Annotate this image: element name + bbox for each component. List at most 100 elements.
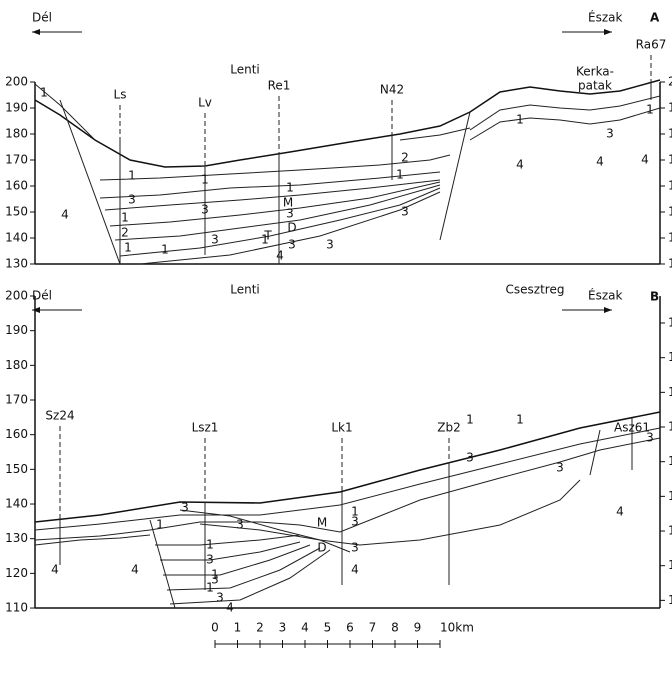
region-name: Csesztreg — [506, 283, 565, 297]
scale-label: 1 — [234, 621, 242, 635]
unit-label: 3 — [606, 127, 614, 141]
arrow-left-head — [32, 29, 40, 35]
y-tick-label: 180 — [668, 127, 672, 141]
unit-label: 1 — [156, 518, 164, 532]
y-tick-label: 160 — [668, 420, 672, 434]
unit-label: 1 — [351, 505, 359, 519]
y-tick-label: 140 — [668, 489, 672, 503]
unit-label: 1 — [124, 241, 132, 255]
well-name: Sz24 — [45, 409, 74, 423]
scale-label: 8 — [391, 621, 399, 635]
direction-right: Észak — [588, 288, 622, 303]
y-tick-label: 120 — [5, 566, 28, 580]
unit-label: 3 — [128, 193, 136, 207]
scale-label: 10km — [440, 621, 474, 635]
stream-name: Kerka- — [576, 65, 614, 79]
y-tick-label: 130 — [5, 257, 28, 271]
unit-label: 3 — [211, 233, 219, 247]
y-tick-label: 110 — [5, 601, 28, 615]
unit-label: 3 — [181, 501, 189, 515]
unit-label: 1 — [516, 413, 524, 427]
y-tick-label: 110 — [668, 593, 672, 607]
scale-label: 3 — [279, 621, 287, 635]
y-tick-label: 200 — [5, 289, 28, 303]
unit-label: 4 — [616, 505, 624, 519]
unit-label: T — [263, 229, 272, 243]
unit-label: 3 — [206, 553, 214, 567]
arrow-right-head — [604, 307, 612, 313]
scale-label: 7 — [369, 621, 377, 635]
unit-label: 1 — [206, 538, 214, 552]
y-tick-label: 140 — [668, 231, 672, 245]
unit-label: M — [317, 516, 327, 530]
unit-label: 1 — [261, 233, 269, 247]
unit-label: 3 — [236, 518, 244, 532]
place-name: Lenti — [230, 63, 260, 77]
unit-label: 3 — [556, 461, 564, 475]
unit-label: 2 — [401, 151, 409, 165]
scale-label: 9 — [414, 621, 422, 635]
unit-label: 3 — [288, 238, 296, 252]
y-tick-label: 150 — [5, 205, 28, 219]
place-name: Lenti — [230, 283, 260, 297]
scale-label: 6 — [346, 621, 354, 635]
y-tick-label: 160 — [5, 179, 28, 193]
unit-label: 1 — [161, 243, 169, 257]
y-tick-label: 130 — [668, 524, 672, 538]
y-tick-label: 150 — [5, 462, 28, 476]
direction-left: Dél — [32, 289, 52, 303]
y-tick-label: 180 — [5, 358, 28, 372]
panel-b-drawing — [34, 296, 661, 609]
unit-label: 1 — [206, 581, 214, 595]
unit-label: 4 — [131, 563, 139, 577]
unit-label: 3 — [211, 573, 219, 587]
panel-a-drawing — [34, 79, 661, 265]
well-name: Ra67 — [636, 38, 667, 52]
y-tick-label: 170 — [668, 385, 672, 399]
y-tick-label: 150 — [668, 205, 672, 219]
y-tick-label: 190 — [5, 101, 28, 115]
y-tick-label: 190 — [5, 323, 28, 337]
y-tick-label: 200 — [668, 75, 672, 89]
unit-label: 3 — [326, 238, 334, 252]
unit-label: 3 — [351, 515, 359, 529]
y-tick-label: 190 — [668, 101, 672, 115]
unit-label: 1 — [286, 181, 294, 195]
unit-label: 4 — [61, 208, 69, 222]
panel-label: B — [650, 290, 659, 304]
y-tick-label: 170 — [5, 153, 28, 167]
unit-label: 1 — [121, 211, 129, 225]
y-tick-label: 150 — [668, 454, 672, 468]
unit-label: 1 — [40, 86, 48, 100]
well-name: Lsz1 — [192, 421, 219, 435]
arrow-left-head — [32, 307, 40, 313]
unit-label: 1 — [128, 169, 136, 183]
unit-label: 4 — [516, 158, 524, 172]
y-tick-label: 180 — [668, 350, 672, 364]
unit-label: 2 — [121, 226, 129, 240]
unit-label: 4 — [596, 155, 604, 169]
unit-label: 4 — [641, 153, 649, 167]
direction-right: Észak — [588, 10, 622, 25]
y-tick-label: 140 — [5, 497, 28, 511]
y-tick-label: 130 — [668, 257, 672, 271]
y-tick-label: 140 — [5, 231, 28, 245]
unit-label: D — [317, 541, 326, 555]
well-name: Zb2 — [437, 421, 460, 435]
unit-label: 3 — [401, 205, 409, 219]
unit-label: 1 — [211, 568, 219, 582]
unit-label: 1 — [646, 103, 654, 117]
unit-label: 1 — [466, 413, 474, 427]
well-name: Ls — [114, 88, 127, 102]
scale-label: 5 — [324, 621, 332, 635]
unit-label: 4 — [276, 249, 284, 263]
well-name: Lv — [198, 96, 212, 110]
unit-label: 3 — [646, 431, 654, 445]
unit-label: 3 — [466, 451, 474, 465]
well-name: N42 — [380, 83, 404, 97]
y-tick-label: 200 — [5, 75, 28, 89]
unit-label: 1 — [201, 173, 209, 187]
well-name: Asz61 — [614, 421, 650, 435]
y-tick-label: 180 — [5, 127, 28, 141]
unit-label: 4 — [51, 563, 59, 577]
